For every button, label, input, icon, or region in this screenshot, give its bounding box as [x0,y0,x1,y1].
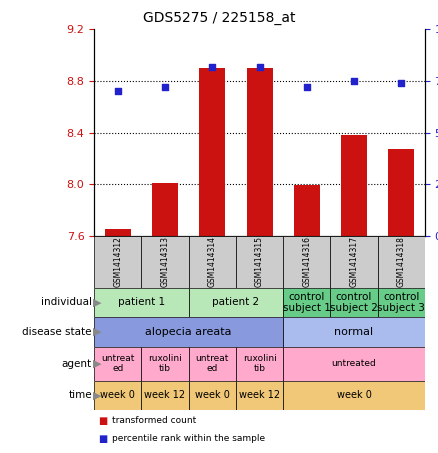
Text: disease state: disease state [22,327,92,337]
Bar [378,288,425,317]
Bar [189,236,236,288]
Bar [94,288,189,317]
Text: control
subject 3: control subject 3 [377,292,425,313]
Text: ■: ■ [99,434,108,444]
Bar [378,236,425,288]
Bar [341,135,367,236]
Bar [94,347,141,381]
Text: week 0: week 0 [336,390,371,400]
Text: control
subject 1: control subject 1 [283,292,331,313]
Bar [94,317,283,347]
Text: ▶: ▶ [93,358,101,369]
Point [398,79,405,87]
Bar [330,236,378,288]
Bar [247,68,272,236]
Bar [283,381,425,410]
Text: ▶: ▶ [93,327,101,337]
Text: untreated: untreated [332,359,376,368]
Bar [141,347,189,381]
Text: ■: ■ [99,416,108,426]
Bar [141,236,189,288]
Text: agent: agent [62,358,92,369]
Bar [189,381,236,410]
Point [114,88,121,95]
Point [303,83,310,91]
Bar [388,149,414,236]
Point [209,63,216,70]
Text: ▶: ▶ [93,297,101,308]
Bar [283,347,425,381]
Text: GSM1414316: GSM1414316 [302,236,311,287]
Text: individual: individual [41,297,92,308]
Bar [105,229,131,236]
Point [256,63,263,70]
Bar [199,68,225,236]
Text: GDS5275 / 225158_at: GDS5275 / 225158_at [143,11,295,25]
Bar [141,381,189,410]
Text: percentile rank within the sample: percentile rank within the sample [112,434,265,443]
Bar [236,347,283,381]
Text: GSM1414317: GSM1414317 [350,236,358,287]
Text: GSM1414313: GSM1414313 [161,236,170,287]
Text: week 0: week 0 [100,390,135,400]
Point [162,83,169,91]
Text: GSM1414315: GSM1414315 [255,236,264,287]
Point [350,77,357,85]
Bar [283,236,330,288]
Bar [283,317,425,347]
Bar [189,347,236,381]
Text: week 12: week 12 [239,390,280,400]
Text: normal: normal [335,327,374,337]
Bar [236,236,283,288]
Bar [94,381,141,410]
Text: ruxolini
tib: ruxolini tib [243,354,276,373]
Text: ruxolini
tib: ruxolini tib [148,354,182,373]
Text: untreat
ed: untreat ed [101,354,134,373]
Bar [236,381,283,410]
Text: control
subject 2: control subject 2 [330,292,378,313]
Text: patient 2: patient 2 [212,297,259,308]
Text: alopecia areata: alopecia areata [145,327,232,337]
Text: untreat
ed: untreat ed [196,354,229,373]
Text: GSM1414314: GSM1414314 [208,236,217,287]
Text: GSM1414318: GSM1414318 [397,236,406,287]
Bar [283,288,330,317]
Bar [294,185,320,236]
Text: patient 1: patient 1 [118,297,165,308]
Text: transformed count: transformed count [112,416,196,425]
Text: time: time [68,390,92,400]
Bar [152,183,178,236]
Bar [94,236,141,288]
Text: ▶: ▶ [93,390,101,400]
Text: week 0: week 0 [195,390,230,400]
Text: week 12: week 12 [145,390,186,400]
Bar [330,288,378,317]
Bar [189,288,283,317]
Text: GSM1414312: GSM1414312 [113,236,122,287]
